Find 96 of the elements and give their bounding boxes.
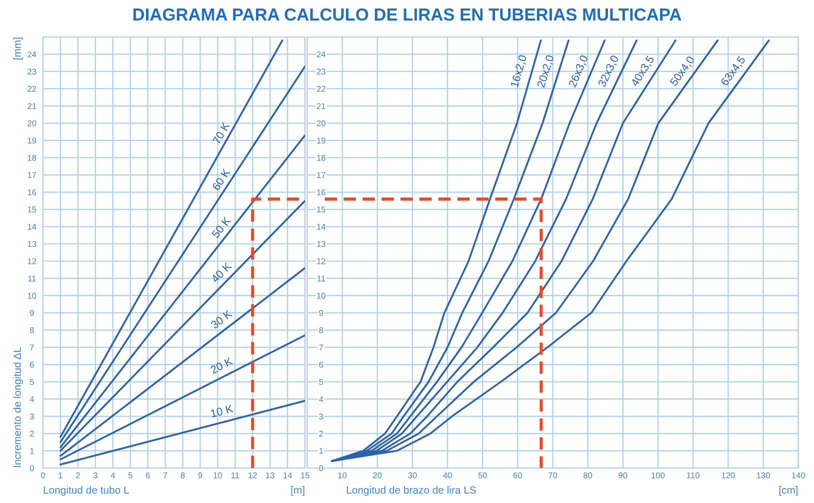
y-tick-label: 17 xyxy=(28,172,36,178)
x-tick-label: 0 xyxy=(41,472,45,478)
text: 50 K xyxy=(211,216,232,239)
y-tick-label: 16 xyxy=(28,189,36,196)
y-tick-label: 24 xyxy=(28,51,36,58)
y-tick-label: 19 xyxy=(317,138,326,144)
y-tick-label: 1 xyxy=(319,448,323,454)
y-tick-label: 18 xyxy=(317,154,326,161)
x-tick-label: 30 xyxy=(408,472,417,478)
x-tick-label: 100 xyxy=(652,472,665,478)
y-tick-label: 10 xyxy=(28,292,36,299)
y-tick-label: 5 xyxy=(30,379,34,385)
text: 30 K xyxy=(210,309,233,330)
x-tick-label: 14 xyxy=(284,472,292,478)
text: 20 K xyxy=(210,356,234,374)
x-tick-label: 12 xyxy=(248,472,257,478)
y-tick-label: 12 xyxy=(28,258,36,264)
y-tick-label: 4 xyxy=(30,396,34,402)
y-tick-label: 6 xyxy=(30,362,34,368)
y-tick-label: 15 xyxy=(317,206,326,212)
x-tick-label: 3 xyxy=(93,472,98,478)
y-tick-label: 16 xyxy=(317,189,326,196)
text: [mm] xyxy=(13,38,23,60)
y-tick-label: 9 xyxy=(319,310,324,316)
text: [m] xyxy=(291,486,304,496)
y-tick-label: 11 xyxy=(28,276,36,282)
text: DIAGRAMA PARA CALCULO DE LIRAS EN TUBERIAS MULTICAPA xyxy=(133,8,682,21)
y-tick-label: 0 xyxy=(30,465,34,472)
text: 40 K xyxy=(210,262,232,284)
y-tick-label: 14 xyxy=(317,224,326,230)
y-tick-label: 22 xyxy=(316,86,326,92)
x-axis-title: Longitud de tubo L xyxy=(44,486,129,496)
y-tick-label: 13 xyxy=(28,241,36,247)
y-tick-label: 9 xyxy=(30,310,34,316)
x-tick-label: 4 xyxy=(110,472,115,478)
y-tick-label: 21 xyxy=(28,103,36,109)
x-tick-label: 50 xyxy=(478,472,487,478)
y-tick-label: 3 xyxy=(30,413,34,420)
x-tick-label: 2 xyxy=(76,472,80,478)
y-tick-label: 14 xyxy=(28,224,36,230)
x-tick-label: 110 xyxy=(687,472,700,478)
x-tick-label: 13 xyxy=(266,472,274,478)
y-tick-label: 8 xyxy=(319,327,324,334)
x-tick-label: 6 xyxy=(146,472,150,478)
x-tick-label: 20 xyxy=(373,472,382,478)
y-tick-label: 4 xyxy=(318,396,324,402)
y-axis-title: Incremento de longitud ΔL xyxy=(13,347,23,468)
y-tick-label: 13 xyxy=(317,241,326,247)
y-tick-label: 15 xyxy=(28,206,36,212)
y-tick-label: 24 xyxy=(316,51,326,58)
y-tick-label: 2 xyxy=(319,430,323,437)
x-tick-label: 40 xyxy=(443,472,452,478)
y-tick-label: 7 xyxy=(319,344,323,350)
y-tick-label: 22 xyxy=(28,86,36,92)
y-tick-label: 1 xyxy=(30,448,34,454)
y-tick-label: 5 xyxy=(319,379,324,385)
x-tick-label: 5 xyxy=(128,472,132,478)
y-tick-label: 23 xyxy=(28,68,36,75)
x-tick-label: 80 xyxy=(584,472,592,478)
x-tick-label: 11 xyxy=(231,472,240,478)
x-tick-label: 7 xyxy=(163,472,168,478)
y-tick-label: 10 xyxy=(317,292,326,299)
y-tick-label: 2 xyxy=(30,430,34,437)
y-tick-label: 20 xyxy=(28,120,36,126)
x-tick-label: 10 xyxy=(214,472,222,478)
y-tick-label: 3 xyxy=(319,413,324,420)
x-tick-label: 130 xyxy=(756,472,770,478)
y-tick-label: 11 xyxy=(317,276,326,282)
x-tick-label: 60 xyxy=(513,472,522,478)
text: 60 K xyxy=(212,168,231,191)
text: 16x2,0 xyxy=(510,54,528,88)
y-tick-label: 12 xyxy=(317,258,326,264)
text: 10 K xyxy=(210,404,234,418)
x-tick-label: 1 xyxy=(58,472,62,478)
y-tick-label: 19 xyxy=(28,138,36,144)
y-tick-label: 7 xyxy=(30,344,34,350)
y-tick-label: 8 xyxy=(30,327,34,334)
y-tick-label: 20 xyxy=(316,120,326,126)
x-tick-label: 70 xyxy=(548,472,558,478)
x-tick-label: 140 xyxy=(792,472,805,478)
y-tick-label: 21 xyxy=(316,103,326,109)
x-tick-label: 8 xyxy=(180,472,185,478)
x-tick-label: 120 xyxy=(722,472,735,478)
x-axis-title: Longitud de brazo de lira LS xyxy=(346,486,476,496)
x-tick-label: 9 xyxy=(198,472,202,478)
y-tick-label: 6 xyxy=(319,362,324,368)
text: [cm] xyxy=(779,486,798,496)
y-tick-label: 17 xyxy=(317,172,326,178)
x-tick-label: 90 xyxy=(618,472,628,478)
x-tick-label: 10 xyxy=(338,472,347,478)
x-tick-label: 15 xyxy=(301,472,310,478)
text: 20x2,0 xyxy=(536,54,556,88)
y-tick-label: 23 xyxy=(316,68,326,75)
y-tick-label: 18 xyxy=(28,154,36,161)
text: 70 K xyxy=(212,122,230,145)
text: 26x3,0 xyxy=(568,54,590,88)
